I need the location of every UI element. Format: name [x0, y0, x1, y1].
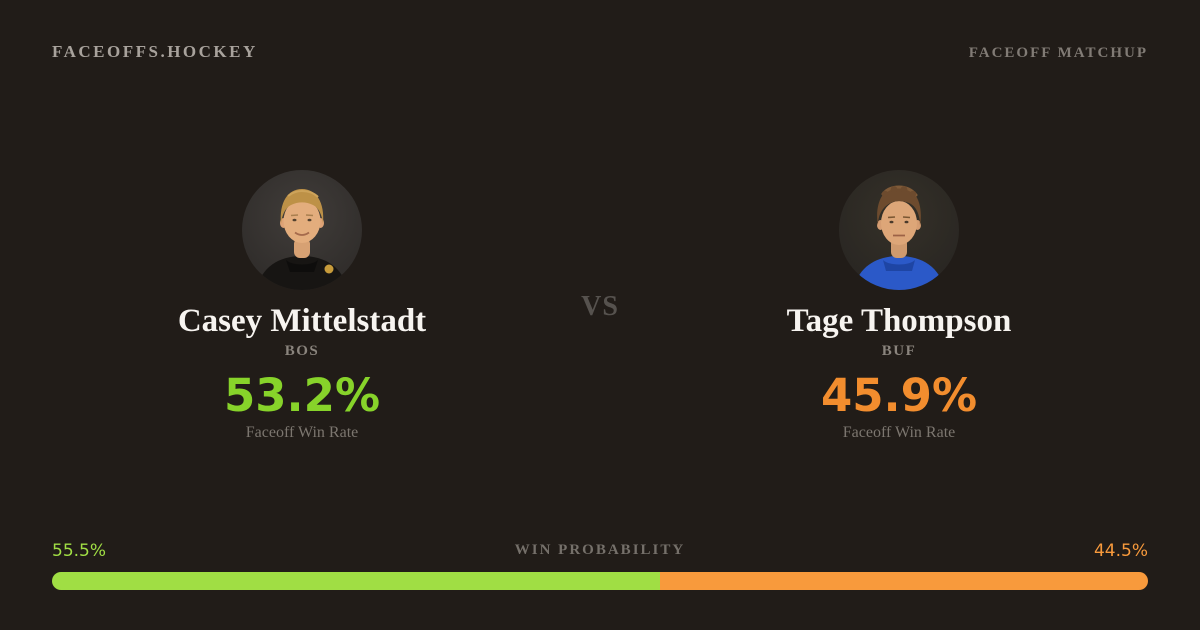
- vs-label: VS: [581, 291, 619, 322]
- right-player-avatar-icon: [839, 170, 959, 290]
- right-player-name: Tage Thompson: [786, 303, 1012, 339]
- left-player-team: BOS: [284, 343, 320, 359]
- header: FACEOFFS.HOCKEY FACEOFF MATCHUP: [52, 42, 1148, 62]
- left-player-card: Casey Mittelstadt BOS 53.2% Faceoff Win …: [82, 170, 522, 442]
- win-bar-left: [52, 572, 661, 590]
- right-win-rate: 45.9%: [820, 369, 978, 422]
- win-probability-section: 55.5% WIN PROBABILITY 44.5%: [52, 541, 1148, 590]
- page-title: FACEOFF MATCHUP: [968, 45, 1148, 61]
- left-player-name: Casey Mittelstadt: [177, 303, 427, 339]
- win-probability-labels: 55.5% WIN PROBABILITY 44.5%: [52, 541, 1148, 561]
- right-player-card: Tage Thompson BUF 45.9% Faceoff Win Rate: [679, 170, 1119, 442]
- left-player-avatar-icon: [242, 170, 362, 290]
- left-win-rate-label: Faceoff Win Rate: [245, 424, 359, 441]
- right-player-team: BUF: [881, 343, 917, 359]
- win-prob-title: WIN PROBABILITY: [514, 542, 686, 558]
- win-bar-right: [660, 572, 1148, 590]
- win-probability-bar: [52, 572, 1148, 590]
- right-win-rate-label: Faceoff Win Rate: [842, 424, 956, 441]
- win-prob-right-label: 44.5%: [1093, 541, 1148, 561]
- win-prob-left-label: 55.5%: [52, 541, 107, 561]
- left-win-rate: 53.2%: [223, 369, 381, 422]
- brand-logo-text: FACEOFFS.HOCKEY: [52, 42, 258, 61]
